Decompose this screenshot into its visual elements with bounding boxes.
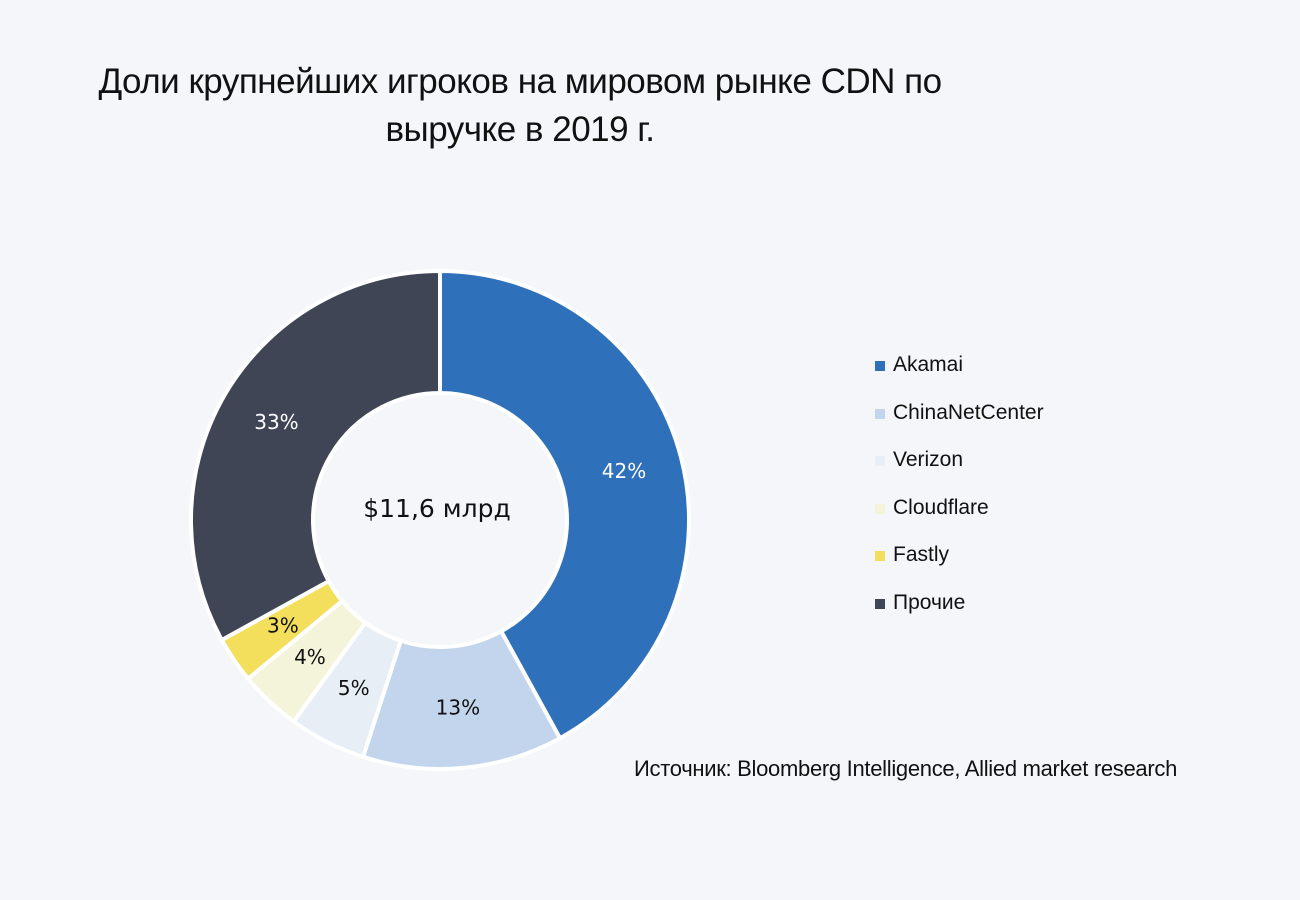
donut-center-total: $11,6 млрд bbox=[363, 494, 511, 523]
slice-label-5: 3% bbox=[267, 613, 299, 637]
slice-label-1: 42% bbox=[602, 459, 646, 483]
legend-item: ChinaNetCenter bbox=[875, 400, 1044, 448]
legend-item: Verizon bbox=[875, 447, 1044, 495]
slice-label-6: 33% bbox=[254, 410, 298, 434]
donut-slice-6 bbox=[189, 268, 442, 643]
chart-title: Доли крупнейших игроков на мировом рынке… bbox=[60, 58, 980, 154]
donut-slice-1 bbox=[438, 268, 691, 741]
legend-swatch bbox=[875, 408, 885, 419]
slice-label-4: 4% bbox=[294, 645, 326, 669]
legend-item: Прочие bbox=[875, 590, 1044, 638]
legend-label: Akamai bbox=[893, 353, 964, 376]
legend-swatch bbox=[875, 598, 885, 609]
chart-title-line-2: выручке в 2019 г. bbox=[385, 110, 655, 149]
chart-title-line-1: Доли крупнейших игроков на мировом рынке… bbox=[98, 62, 942, 101]
legend-swatch bbox=[875, 361, 885, 371]
source-note: Источник: Bloomberg Intelligence, Allied… bbox=[634, 756, 1178, 781]
legend-label: Cloudflare bbox=[893, 495, 989, 519]
legend-label: Verizon bbox=[893, 448, 964, 471]
legend-item: Cloudflare bbox=[875, 495, 1044, 543]
legend-swatch bbox=[875, 503, 885, 514]
legend-swatch bbox=[875, 551, 885, 561]
legend-label: Прочие bbox=[893, 590, 966, 614]
slice-label-2: 13% bbox=[436, 696, 480, 720]
legend-item: Akamai bbox=[875, 352, 1044, 400]
slice-label-3: 5% bbox=[338, 676, 370, 700]
legend-label: ChinaNetCenter bbox=[893, 400, 1044, 424]
legend-item: Fastly bbox=[875, 542, 1044, 590]
chart-legend: Akamai ChinaNetCenter Verizon Cloudflare Fas… bbox=[875, 352, 1044, 637]
legend-label: Fastly bbox=[893, 543, 950, 566]
legend-swatch bbox=[875, 456, 885, 466]
